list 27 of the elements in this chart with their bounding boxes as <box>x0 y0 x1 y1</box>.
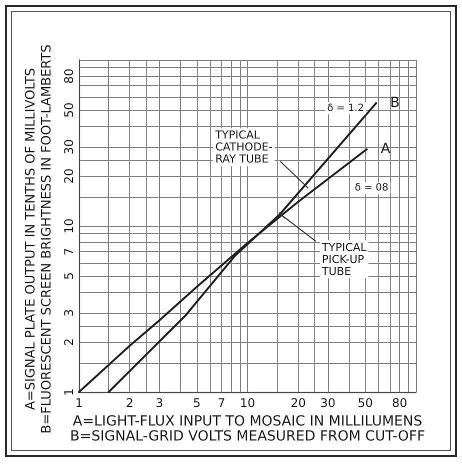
x-tick-label: 80 <box>392 396 408 410</box>
annotation: δ = 08 <box>354 182 388 194</box>
x-tick-label: 5 <box>192 396 201 410</box>
y-tick-label: 3 <box>62 308 76 317</box>
series-label: B <box>390 95 400 112</box>
annotation: TYPICAL CATHODE- RAY TUBE <box>214 128 273 166</box>
y-tick-label: 30 <box>62 139 76 154</box>
y-tick-label: 50 <box>62 102 76 118</box>
y-tick-label: 2 <box>62 338 76 346</box>
y-tick-label: 1 <box>62 388 76 396</box>
y-tick-label: 10 <box>62 218 76 234</box>
x-axis-title: A=LIGHT-FLUX INPUT TO MOSAIC IN MILLILUMENS B=SIGNAL-GRID VOLTS MEASURED FROM CUT-OFF <box>70 414 426 444</box>
series-label: A <box>380 141 391 158</box>
y-axis-title: A=SIGNAL PLATE OUTPUT IN TENTHS OF MILLIVOLTS B=FLUORESCENT SCREEN BRIGHTNESS IN FOOT-LAMBERTS <box>24 44 55 434</box>
x-tick-label: 50 <box>358 396 373 410</box>
x-tick-label: 20 <box>290 396 306 410</box>
y-tick-label: 20 <box>62 168 76 184</box>
annotation: TYPICAL PICK-UP TUBE <box>320 240 368 278</box>
x-tick-label: 7 <box>218 396 226 410</box>
x-tick-label: 3 <box>156 396 164 410</box>
annotation: δ = 1.2 <box>327 102 364 114</box>
x-tick-label: 2 <box>126 396 134 410</box>
y-tick-label: 5 <box>62 272 76 280</box>
x-tick-label: 10 <box>240 396 256 410</box>
y-tick-label: 7 <box>62 248 76 256</box>
y-tick-label: 80 <box>62 68 76 84</box>
x-tick-label: 30 <box>320 396 336 410</box>
